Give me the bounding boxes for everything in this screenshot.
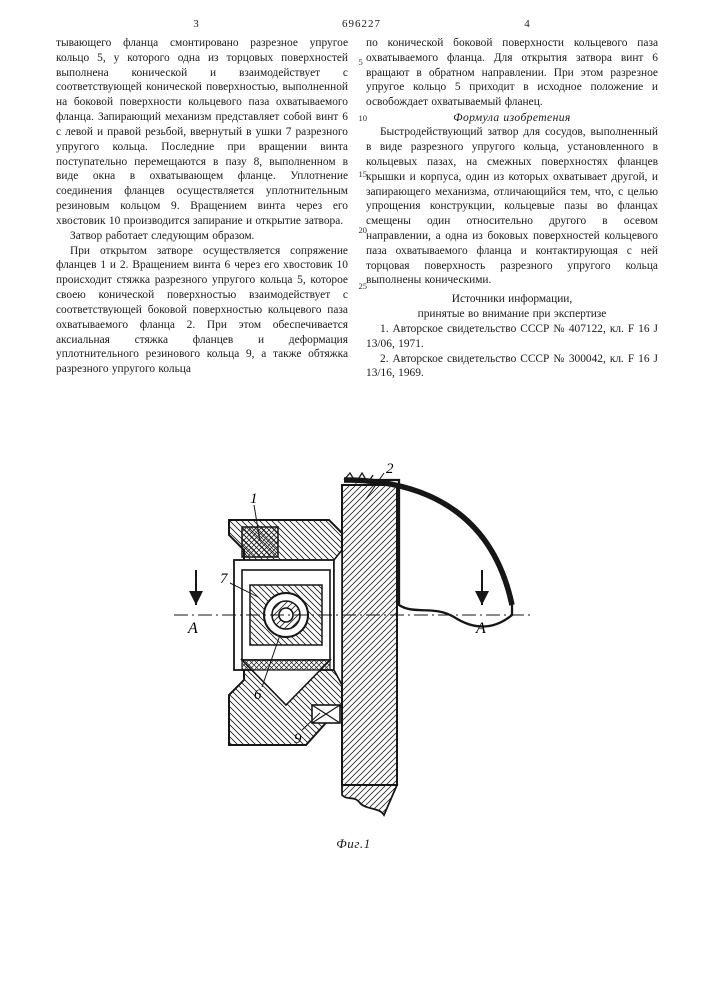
sources-title: Источники информации,	[366, 292, 658, 307]
fig-label-1: 1	[250, 491, 258, 507]
fig-label-6: 6	[254, 687, 262, 703]
left-column: тывающего фланца смонтировано разрезное …	[56, 36, 348, 381]
ruler-10: 10	[359, 114, 368, 170]
ruler-20: 20	[359, 226, 368, 282]
ruler-25: 25	[359, 282, 368, 338]
source-1: 1. Авторское свидетельство СССР № 407122…	[366, 322, 658, 352]
section-arrow-left	[189, 570, 203, 605]
left-p2: Затвор работает следующим образом.	[56, 229, 348, 244]
figure-1: 1 2 7 6 9 A A Фиг.1	[0, 455, 707, 852]
figure-caption: Фиг.1	[0, 836, 707, 852]
page-num-left: 3	[56, 18, 336, 30]
fig-label-A-right: A	[475, 620, 486, 637]
sources-sub: принятые во внимание при экспертизе	[366, 307, 658, 322]
doc-number: 696227	[336, 18, 387, 30]
page-num-right: 4	[387, 18, 667, 30]
source-2: 2. Авторское свидетельство СССР № 300042…	[366, 352, 658, 382]
fig-label-2: 2	[386, 461, 394, 477]
fig-label-A-left: A	[187, 620, 198, 637]
fig-label-9: 9	[294, 731, 302, 747]
right-p2: Быстродействующий затвор для сосудов, вы…	[366, 125, 658, 288]
page-header: 3 696227 4	[56, 18, 667, 30]
fig-label-7: 7	[220, 571, 229, 587]
right-p1: по конической боковой поверхности кольце…	[366, 36, 658, 110]
figure-svg: 1 2 7 6 9 A A	[134, 455, 574, 825]
line-ruler: 5 10 15 20 25	[359, 58, 368, 338]
left-p3: При открытом затворе осуществляется сопр…	[56, 244, 348, 377]
formula-title: Формула изобретения	[366, 110, 658, 125]
right-column: по конической боковой поверхности кольце…	[366, 36, 658, 381]
ruler-5: 5	[359, 58, 368, 114]
ruler-15: 15	[359, 170, 368, 226]
left-p1: тывающего фланца смонтировано разрезное …	[56, 36, 348, 229]
